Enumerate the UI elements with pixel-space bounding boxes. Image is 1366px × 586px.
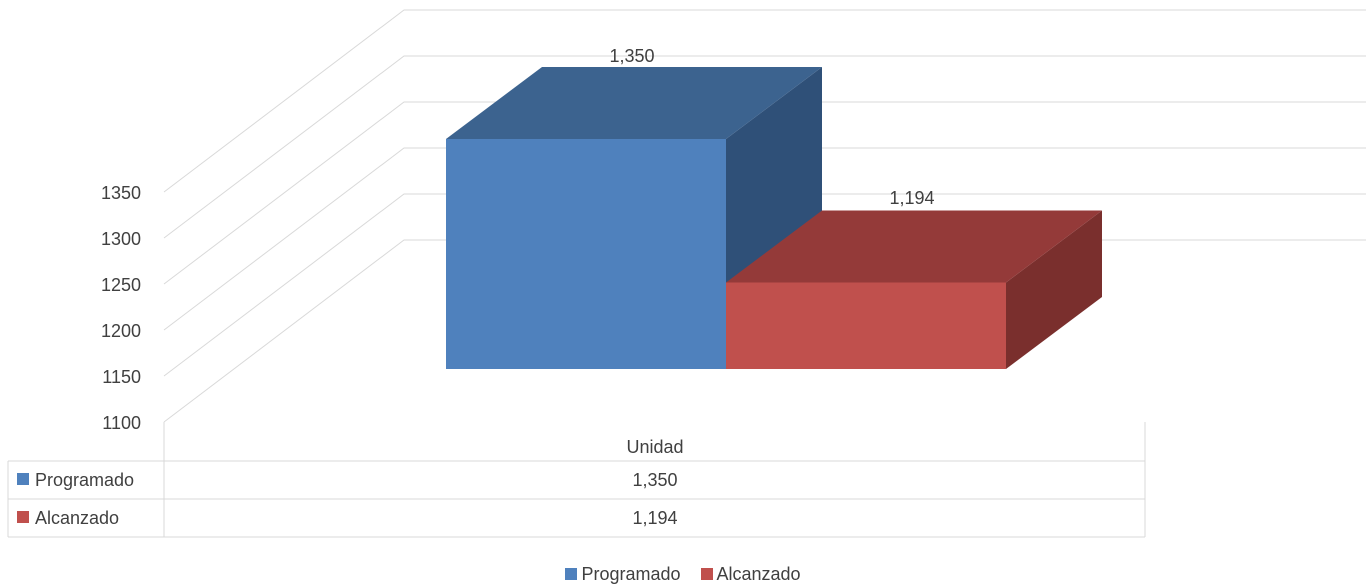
legend: Programado Alcanzado <box>0 562 1366 586</box>
bar-programado <box>446 67 822 369</box>
gridline-1150 <box>163 193 1366 377</box>
y-axis-ticks: 1100 1150 1200 1250 1300 1350 <box>101 183 141 433</box>
bar-alcanzado-front <box>726 282 1006 369</box>
bar-alcanzado <box>726 210 1102 369</box>
gridline-1350 <box>163 9 1366 193</box>
bar-programado-top <box>446 67 822 139</box>
legend-label-alcanzado: Alcanzado <box>716 563 801 584</box>
table-cell-programado: 1,350 <box>632 470 677 490</box>
data-table: Unidad Programado 1,350 Alcanzado 1,194 <box>7 422 1146 538</box>
data-labels: 1,350 1,194 <box>609 46 934 208</box>
bar-alcanzado-top <box>726 210 1102 283</box>
gridline-1250 <box>163 101 1366 285</box>
table-row-label-alcanzado: Alcanzado <box>35 508 119 528</box>
y-tick-label: 1350 <box>101 183 141 203</box>
chart: 1100 1150 1200 1250 1300 1350 1,350 1,19… <box>7 9 1366 538</box>
y-tick-label: 1150 <box>102 367 141 387</box>
y-tick-label: 1200 <box>101 321 141 341</box>
legend-swatch-programado <box>565 568 578 580</box>
bar-alcanzado-side <box>1006 210 1102 369</box>
y-tick-label: 1300 <box>101 229 141 249</box>
table-legend-key-alcanzado <box>17 511 29 523</box>
data-label-alcanzado: 1,194 <box>889 188 934 208</box>
legend-label-programado: Programado <box>581 563 681 584</box>
table-row-label-programado: Programado <box>35 470 134 490</box>
data-label-programado: 1,350 <box>609 46 654 66</box>
bars <box>446 67 1102 369</box>
table-legend-key-programado <box>17 473 29 485</box>
table-category-header: Unidad <box>626 437 683 457</box>
gridline-1200 <box>163 147 1366 331</box>
bar-programado-front <box>446 139 726 369</box>
y-tick-label: 1100 <box>102 413 141 433</box>
legend-item-programado[interactable]: Programado <box>565 563 681 585</box>
gridline-1300 <box>163 55 1366 239</box>
legend-item-alcanzado[interactable]: Alcanzado <box>700 563 801 585</box>
y-tick-label: 1250 <box>101 275 141 295</box>
table-cell-alcanzado: 1,194 <box>632 508 677 528</box>
legend-swatch-alcanzado <box>700 568 713 580</box>
